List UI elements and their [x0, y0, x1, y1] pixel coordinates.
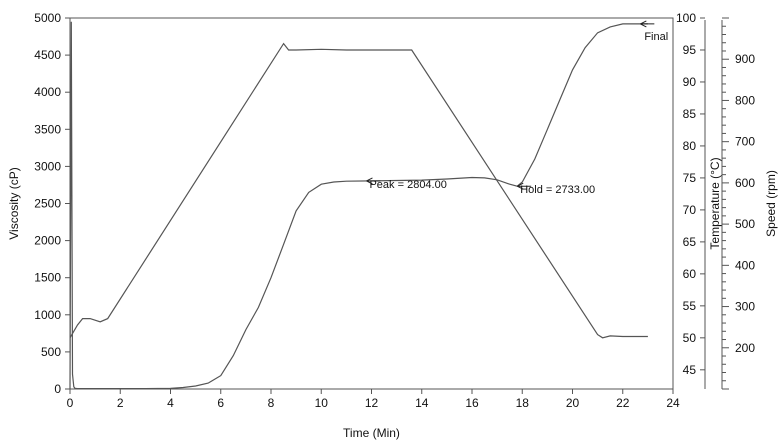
speed-tick-label: 600 [735, 176, 755, 190]
viscosity-series-line [69, 21, 648, 390]
final-annotation-label: Final [644, 31, 668, 43]
viscosity-tick-label: 4500 [34, 48, 61, 62]
x-tick-label: 12 [365, 396, 379, 410]
speed-axis-label: Speed (rpm) [764, 170, 778, 237]
speed-tick-label: 400 [735, 258, 755, 272]
x-tick-label: 0 [67, 396, 74, 410]
viscosity-tick-label: 0 [54, 382, 61, 396]
viscosity-tick-label: 2000 [34, 234, 61, 248]
speed-tick-label: 900 [735, 52, 755, 66]
x-tick-label: 4 [167, 396, 174, 410]
temperature-tick-label: 50 [683, 331, 697, 345]
temperature-tick-label: 90 [683, 75, 697, 89]
temperature-tick-label: 65 [683, 235, 697, 249]
viscosity-tick-label: 4000 [34, 85, 61, 99]
peak-annotation-arrow [366, 177, 381, 185]
speed-tick-label: 300 [735, 300, 755, 314]
temperature-tick-label: 80 [683, 139, 697, 153]
speed-tick-label: 800 [735, 93, 755, 107]
x-tick-label: 10 [315, 396, 329, 410]
x-tick-label: 24 [666, 396, 680, 410]
x-axis-label: Time (Min) [343, 426, 400, 440]
viscosity-tick-label: 5000 [34, 11, 61, 25]
viscosity-tick-label: 1500 [34, 271, 61, 285]
temperature-series-line [69, 42, 648, 339]
temperature-axis-label: Temperature (°C) [708, 157, 722, 249]
viscosity-tick-label: 500 [41, 345, 61, 359]
temperature-tick-label: 60 [683, 267, 697, 281]
x-tick-label: 16 [465, 396, 479, 410]
speed-tick-label: 700 [735, 135, 755, 149]
x-tick-label: 6 [217, 396, 224, 410]
temperature-tick-label: 100 [676, 11, 696, 25]
temperature-tick-label: 95 [683, 43, 697, 57]
x-tick-label: 22 [616, 396, 630, 410]
x-tick-label: 2 [117, 396, 124, 410]
temperature-tick-label: 75 [683, 171, 697, 185]
temperature-tick-label: 70 [683, 203, 697, 217]
x-tick-label: 18 [516, 396, 530, 410]
viscosity-tick-label: 3000 [34, 159, 61, 173]
temperature-tick-label: 45 [683, 363, 697, 377]
viscosity-tick-label: 3500 [34, 122, 61, 136]
hold-annotation-label: Hold = 2733.00 [520, 184, 595, 196]
speed-tick-label: 500 [735, 217, 755, 231]
viscosity-tick-label: 2500 [34, 197, 61, 211]
plot-frame [69, 17, 674, 390]
hold-annotation-arrow [517, 182, 532, 190]
x-tick-label: 20 [566, 396, 580, 410]
viscosity-tick-label: 1000 [34, 308, 61, 322]
temperature-tick-label: 85 [683, 107, 697, 121]
viscosity-axis-label: Viscosity (cP) [7, 167, 21, 239]
final-annotation-arrow [640, 20, 655, 28]
x-tick-label: 14 [415, 396, 429, 410]
speed-tick-label: 200 [735, 341, 755, 355]
temperature-tick-label: 55 [683, 299, 697, 313]
x-tick-label: 8 [268, 396, 275, 410]
peak-annotation-label: Peak = 2804.00 [369, 179, 446, 191]
